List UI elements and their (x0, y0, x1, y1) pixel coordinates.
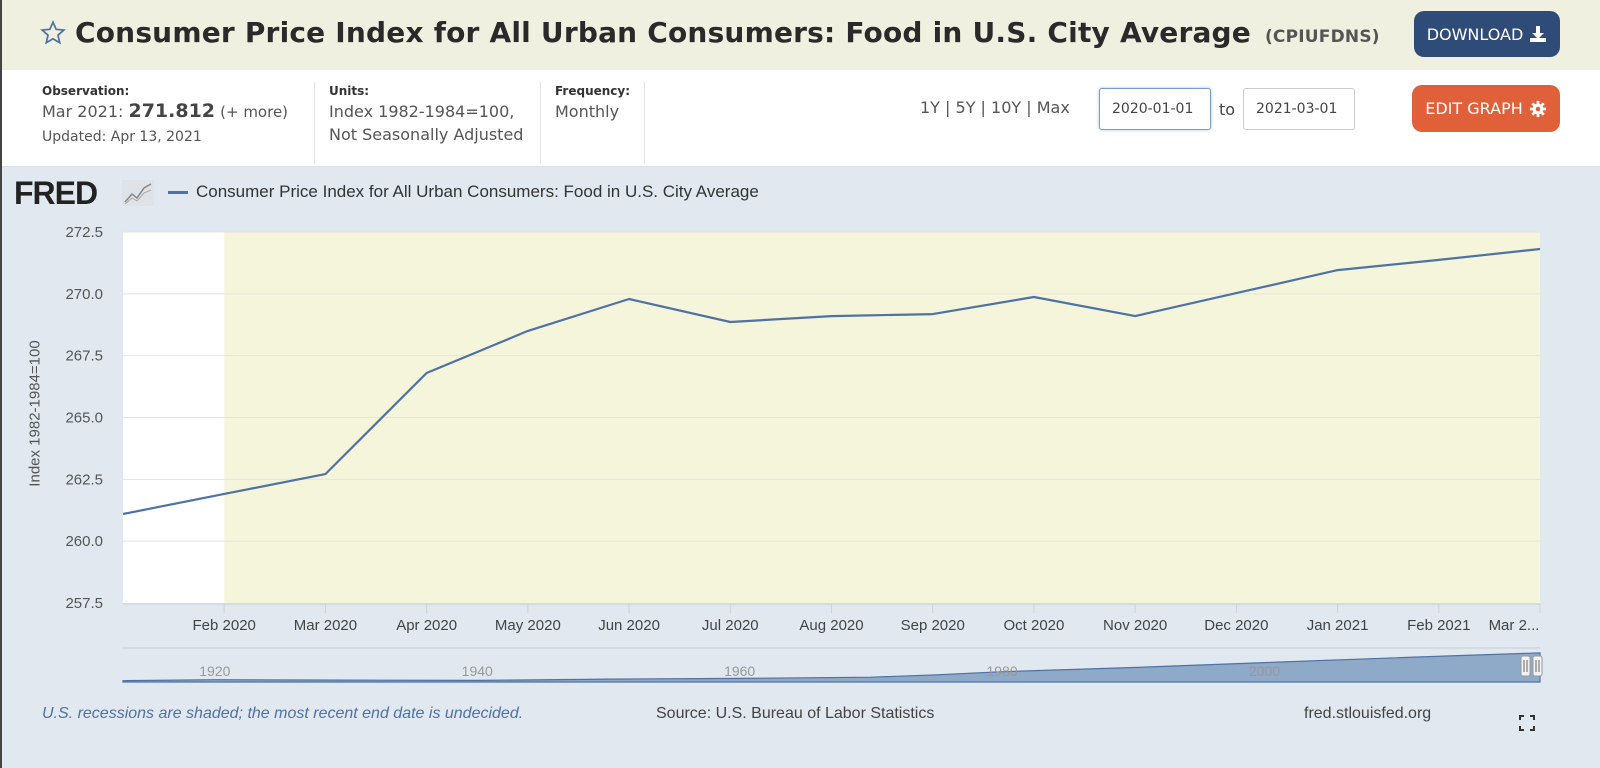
fullscreen-icon[interactable] (1519, 715, 1535, 731)
frequency-value: Monthly (555, 102, 620, 121)
frequency-label: Frequency: (555, 84, 631, 98)
y-tick-label: 265.0 (65, 410, 103, 427)
units-line-1: Index 1982-1984=100, (329, 102, 515, 121)
navigator-year-label: 1920 (199, 663, 230, 679)
observation-block: Observation: Mar 2021: 271.812 (+ more) … (42, 84, 288, 149)
y-tick-label: 270.0 (65, 286, 103, 303)
x-tick-label: Jan 2021 (1307, 617, 1369, 634)
source-text: Source: U.S. Bureau of Labor Statistics (656, 705, 935, 722)
x-tick-label: Apr 2020 (396, 617, 457, 634)
range-1y[interactable]: 1Y (920, 98, 940, 117)
range-5y[interactable]: 5Y (955, 98, 976, 117)
units-label: Units: (329, 84, 370, 98)
divider (314, 82, 315, 164)
x-tick-label: Feb 2020 (193, 617, 256, 634)
range-max[interactable]: Max (1036, 98, 1070, 117)
title-bar (2, 0, 1600, 70)
navigator-year-label: 1960 (724, 663, 755, 679)
x-tick-label: Mar 2... (1489, 617, 1540, 634)
x-tick-label: Sep 2020 (901, 617, 965, 634)
divider (540, 82, 541, 164)
edit-graph-button[interactable]: EDIT GRAPH (1412, 85, 1560, 132)
y-tick-label: 267.5 (65, 348, 103, 365)
x-tick-label: Mar 2020 (294, 617, 357, 634)
range-10y[interactable]: 10Y (991, 98, 1022, 117)
page-title: Consumer Price Index for All Urban Consu… (75, 16, 1380, 49)
site-link[interactable]: fred.stlouisfed.org (1304, 705, 1432, 722)
y-tick-label: 257.5 (65, 595, 103, 612)
x-tick-label: Jun 2020 (598, 617, 660, 634)
fred-chart-icon (122, 180, 154, 206)
star-outline-icon[interactable] (40, 20, 66, 46)
x-tick-label: Nov 2020 (1103, 617, 1167, 634)
x-tick-label: Aug 2020 (799, 617, 863, 634)
navigator-year-label: 1980 (986, 663, 1017, 679)
range-selector: 1Y | 5Y | 10Y | Max (920, 98, 1070, 117)
x-tick-label: Oct 2020 (1003, 617, 1064, 634)
edit-graph-label: EDIT GRAPH (1425, 99, 1523, 118)
to-label: to (1219, 100, 1236, 119)
observation-date: Mar 2021: (42, 102, 124, 121)
series-title: Consumer Price Index for All Urban Consu… (75, 16, 1251, 49)
gear-icon (1529, 100, 1546, 117)
navigator-handle[interactable] (1520, 655, 1531, 677)
download-label: DOWNLOAD (1426, 24, 1524, 44)
fred-logo[interactable]: FRED (14, 175, 98, 212)
series-id: (CPIUFDNS) (1264, 27, 1380, 47)
y-tick-label: 272.5 (65, 224, 103, 241)
divider (644, 82, 645, 164)
chart-legend[interactable]: Consumer Price Index for All Urban Consu… (168, 182, 759, 202)
download-icon (1530, 26, 1547, 42)
fred-logo-text: FRED (14, 175, 98, 211)
observation-more-link[interactable]: (+ more) (220, 103, 289, 121)
units-line-2: Not Seasonally Adjusted (329, 125, 524, 144)
observation-value: 271.812 (128, 100, 216, 122)
legend-label: Consumer Price Index for All Urban Consu… (196, 182, 759, 201)
x-tick-label: Feb 2021 (1407, 617, 1470, 634)
navigator-year-label: 2000 (1249, 663, 1280, 679)
download-button[interactable]: DOWNLOAD (1414, 11, 1560, 57)
x-tick-label: Jul 2020 (702, 617, 759, 634)
frequency-block: Frequency: Monthly (555, 84, 630, 123)
x-tick-label: Dec 2020 (1204, 617, 1268, 634)
end-date-input[interactable] (1243, 88, 1355, 130)
updated-date: Updated: Apr 13, 2021 (42, 129, 202, 145)
navigator-year-label: 1940 (462, 663, 493, 679)
y-tick-label: 260.0 (65, 533, 103, 550)
y-tick-label: 262.5 (65, 471, 103, 488)
legend-swatch (168, 190, 188, 194)
start-date-input[interactable] (1099, 88, 1211, 130)
navigator-series-area (122, 652, 1541, 683)
x-tick-label: May 2020 (495, 617, 561, 634)
recession-note: U.S. recessions are shaded; the most rec… (42, 705, 524, 722)
navigator-handle[interactable] (1532, 655, 1543, 677)
units-block: Units: Index 1982-1984=100, Not Seasonal… (329, 84, 523, 146)
observation-label: Observation: (42, 84, 130, 98)
